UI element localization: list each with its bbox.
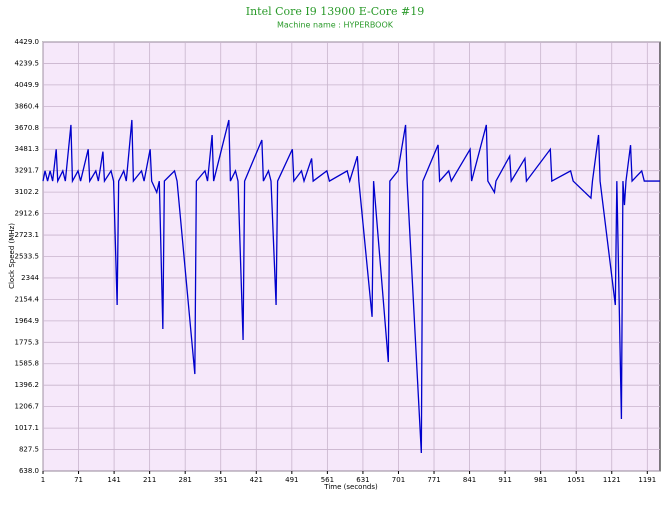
- x-tick-label: 421: [250, 476, 263, 484]
- x-tick-label: 491: [285, 476, 298, 484]
- x-tick-label: 281: [179, 476, 192, 484]
- x-tick-label: 71: [74, 476, 83, 484]
- y-tick-label: 1964.9: [15, 317, 40, 325]
- y-tick-label: 1396.2: [15, 381, 40, 389]
- y-tick-label: 3102.2: [15, 188, 40, 196]
- x-tick-label: 1051: [567, 476, 585, 484]
- y-tick-label: 4049.9: [15, 81, 40, 89]
- y-tick-label: 2344: [21, 274, 39, 282]
- y-tick-label: 4429.0: [15, 38, 40, 46]
- x-axis-label: Time (seconds): [323, 483, 378, 491]
- y-tick-label: 2912.6: [15, 210, 40, 218]
- x-tick-label: 1191: [638, 476, 656, 484]
- chart-subtitle: Machine name : HYPERBOOK: [277, 21, 394, 30]
- x-tick-label: 981: [534, 476, 547, 484]
- y-tick-label: 2154.4: [15, 295, 40, 303]
- x-tick-label: 841: [463, 476, 476, 484]
- y-tick-label: 1206.7: [15, 403, 40, 411]
- chart-title: Intel Core I9 13900 E-Core #19: [246, 5, 424, 18]
- y-tick-label: 3481.3: [15, 145, 40, 153]
- x-tick-label: 561: [321, 476, 334, 484]
- y-tick-label: 1017.1: [15, 424, 40, 432]
- data-line: [42, 119, 660, 454]
- y-tick-label: 2533.5: [15, 253, 40, 261]
- x-tick-label: 1121: [603, 476, 621, 484]
- y-tick-label: 3860.4: [15, 102, 40, 110]
- y-tick-label: 2723.1: [15, 231, 40, 239]
- y-tick-label: 638.0: [19, 467, 39, 475]
- x-tick-label: 911: [498, 476, 511, 484]
- y-axis-label: Clock Speed (MHz): [8, 223, 16, 289]
- y-tick-label: 1585.8: [15, 360, 40, 368]
- y-tick-label: 1775.3: [15, 338, 40, 346]
- y-tick-label: 827.5: [19, 446, 39, 454]
- x-tick-label: 351: [214, 476, 227, 484]
- x-tick-label: 771: [427, 476, 440, 484]
- y-tick-label: 3291.7: [15, 167, 40, 175]
- y-tick-label: 3670.8: [15, 124, 40, 132]
- x-tick-label: 631: [356, 476, 369, 484]
- x-tick-label: 141: [107, 476, 120, 484]
- y-tick-label: 4239.5: [15, 59, 40, 67]
- x-tick-label: 1: [41, 476, 45, 484]
- x-tick-label: 701: [392, 476, 405, 484]
- x-tick-label: 211: [143, 476, 156, 484]
